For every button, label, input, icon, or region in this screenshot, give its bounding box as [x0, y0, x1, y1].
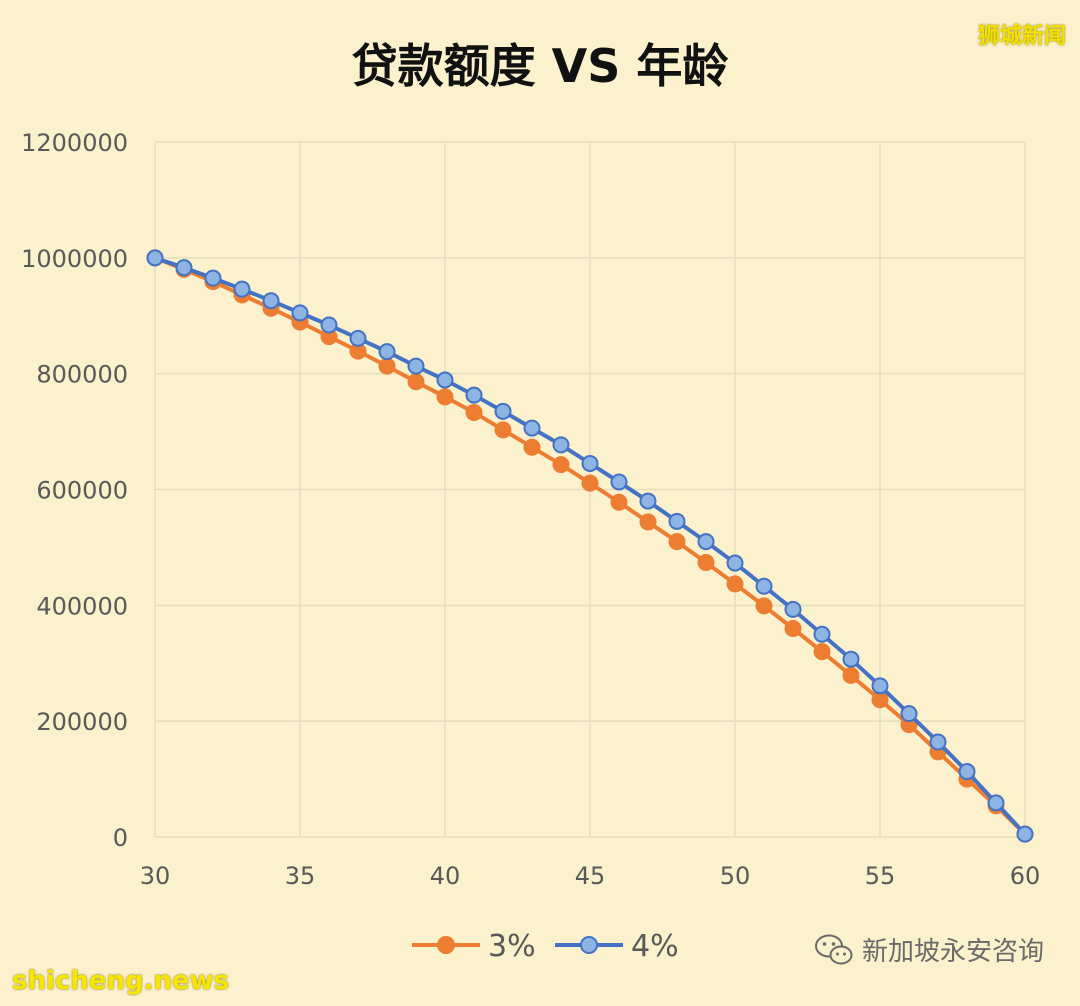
data-point	[900, 705, 918, 723]
x-tick-label: 40	[430, 862, 461, 890]
y-tick-label: 400000	[36, 592, 128, 620]
data-point	[697, 553, 715, 571]
data-point	[726, 575, 744, 593]
y-tick-label: 200000	[36, 708, 128, 736]
data-point	[494, 421, 512, 439]
watermark-top-right: 狮城新闻	[977, 24, 1066, 49]
data-point	[175, 259, 193, 277]
data-point	[233, 280, 251, 298]
data-point	[639, 492, 657, 510]
data-point	[523, 419, 541, 437]
data-point	[581, 474, 599, 492]
data-point	[842, 666, 860, 684]
data-point	[726, 554, 744, 572]
x-tick-label: 35	[285, 862, 316, 890]
data-point	[523, 438, 541, 456]
data-point	[581, 454, 599, 472]
data-point	[465, 386, 483, 404]
y-tick-label: 1200000	[21, 129, 128, 157]
data-point	[784, 620, 802, 637]
data-point	[349, 329, 367, 347]
watermark-bottom-left: shicheng.news	[12, 966, 230, 996]
legend-item: 4%	[555, 929, 679, 964]
watermark-account: 新加坡永安咨询	[814, 931, 1044, 968]
data-point	[407, 357, 425, 375]
legend-marker	[580, 936, 598, 954]
data-point	[291, 304, 309, 322]
data-point	[552, 456, 570, 474]
chart-title: 贷款额度 VS 年龄	[352, 39, 729, 93]
data-point	[146, 249, 164, 267]
data-point	[842, 650, 860, 668]
legend: 3% 4%	[412, 929, 679, 964]
data-point	[755, 577, 773, 595]
legend-label: 4%	[631, 929, 679, 964]
data-point	[755, 597, 773, 615]
wechat-icon	[814, 934, 853, 964]
data-point	[871, 677, 889, 695]
y-tick-label: 1000000	[21, 245, 128, 273]
data-point	[204, 269, 222, 287]
y-axis: 0 200000 400000 600000 800000 1000000 1200000	[21, 129, 128, 852]
x-axis: 30 35 40 45 50 55 60	[140, 862, 1041, 890]
data-point	[610, 473, 628, 491]
account-name: 新加坡永安咨询	[861, 937, 1044, 967]
series-layer	[146, 249, 1034, 843]
x-tick-label: 50	[720, 862, 751, 890]
data-point	[262, 292, 280, 310]
legend-marker	[437, 936, 455, 954]
data-point	[610, 493, 628, 511]
data-point	[784, 600, 802, 618]
y-tick-label: 600000	[36, 477, 128, 505]
legend-item: 3%	[412, 929, 536, 964]
data-point	[465, 403, 483, 421]
x-tick-label: 30	[140, 862, 171, 890]
legend-label: 3%	[488, 929, 536, 964]
data-point	[639, 513, 657, 531]
data-point	[813, 643, 831, 661]
data-point	[929, 733, 947, 751]
data-point	[320, 316, 338, 334]
series-2	[146, 249, 1034, 843]
data-point	[407, 373, 425, 391]
data-point	[871, 691, 889, 709]
data-point	[436, 371, 454, 389]
x-tick-label: 60	[1010, 862, 1041, 890]
data-point	[987, 794, 1005, 812]
x-tick-label: 45	[575, 862, 606, 890]
data-point	[668, 533, 686, 551]
data-point	[378, 343, 396, 361]
data-point	[552, 436, 570, 454]
x-tick-label: 55	[865, 862, 896, 890]
data-point	[436, 388, 454, 406]
y-tick-label: 800000	[36, 361, 128, 389]
data-point	[697, 533, 715, 551]
grid-lines	[154, 141, 1026, 838]
data-point	[668, 512, 686, 530]
data-point	[1016, 825, 1034, 843]
y-tick-label: 0	[113, 824, 128, 852]
data-point	[813, 625, 831, 643]
data-point	[958, 763, 976, 781]
data-point	[494, 402, 512, 420]
data-point	[378, 357, 396, 375]
